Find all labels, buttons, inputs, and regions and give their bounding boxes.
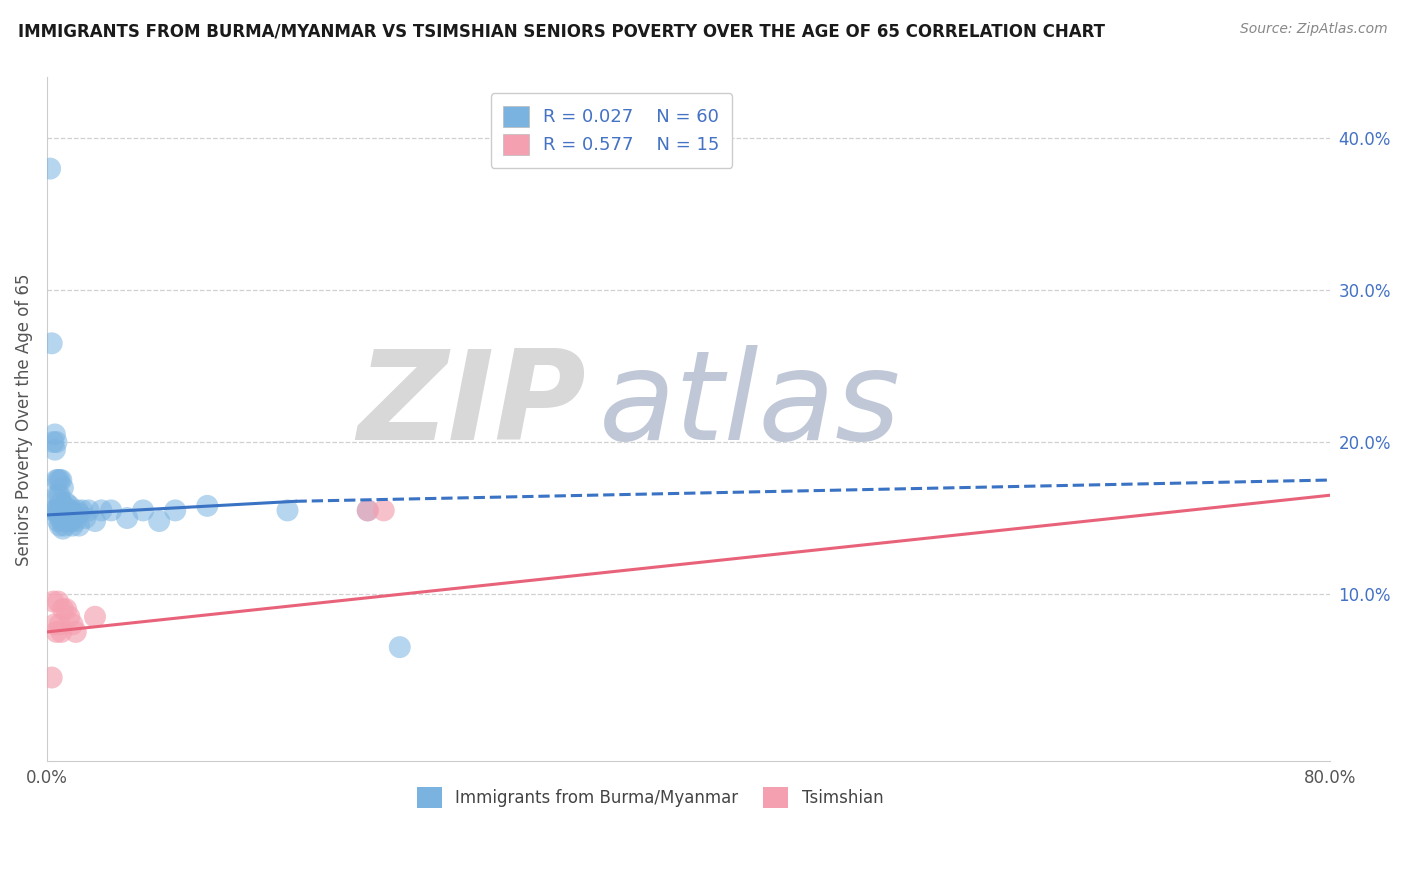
- Point: [58, 609, 80, 624]
- Point: [45, 503, 67, 517]
- Point: [48, 473, 70, 487]
- Point: [75, 511, 97, 525]
- Point: [58, 514, 80, 528]
- Point: [52, 481, 75, 495]
- Point: [52, 602, 75, 616]
- Point: [44, 617, 66, 632]
- Point: [52, 514, 75, 528]
- Point: [65, 624, 87, 639]
- Point: [53, 518, 76, 533]
- Point: [59, 514, 82, 528]
- Text: IMMIGRANTS FROM BURMA/MYANMAR VS TSIMSHIAN SENIORS POVERTY OVER THE AGE OF 65 CO: IMMIGRANTS FROM BURMA/MYANMAR VS TSIMSHI…: [18, 22, 1105, 40]
- Point: [55, 507, 77, 521]
- Point: [45, 435, 67, 450]
- Legend: Immigrants from Burma/Myanmar, Tsimshian: Immigrants from Burma/Myanmar, Tsimshian: [411, 780, 890, 814]
- Point: [132, 503, 155, 517]
- Point: [51, 473, 73, 487]
- Point: [373, 503, 395, 517]
- Point: [48, 488, 70, 502]
- Point: [42, 594, 65, 608]
- Point: [53, 499, 76, 513]
- Point: [48, 511, 70, 525]
- Point: [45, 624, 67, 639]
- Point: [65, 514, 87, 528]
- Point: [67, 518, 90, 533]
- Point: [51, 511, 73, 525]
- Point: [53, 511, 76, 525]
- Point: [388, 640, 411, 654]
- Point: [58, 499, 80, 513]
- Point: [55, 514, 77, 528]
- Point: [48, 518, 70, 533]
- Point: [46, 473, 69, 487]
- Point: [55, 496, 77, 510]
- Point: [62, 518, 84, 533]
- Point: [52, 503, 75, 517]
- Point: [165, 503, 187, 517]
- Point: [45, 473, 67, 487]
- Point: [63, 511, 86, 525]
- Point: [62, 507, 84, 521]
- Point: [62, 617, 84, 632]
- Y-axis label: Seniors Poverty Over the Age of 65: Seniors Poverty Over the Age of 65: [15, 273, 32, 566]
- Point: [357, 503, 380, 517]
- Point: [56, 503, 79, 517]
- Point: [44, 503, 66, 517]
- Text: atlas: atlas: [599, 345, 901, 467]
- Point: [195, 499, 218, 513]
- Point: [42, 435, 65, 450]
- Point: [90, 503, 112, 517]
- Point: [51, 496, 73, 510]
- Point: [41, 336, 63, 351]
- Point: [55, 602, 77, 616]
- Point: [44, 442, 66, 457]
- Point: [67, 507, 90, 521]
- Point: [357, 503, 380, 517]
- Point: [84, 514, 107, 528]
- Point: [100, 503, 122, 517]
- Point: [46, 594, 69, 608]
- Point: [148, 514, 170, 528]
- Point: [45, 488, 67, 502]
- Point: [48, 503, 70, 517]
- Point: [41, 671, 63, 685]
- Point: [39, 161, 62, 176]
- Point: [70, 503, 93, 517]
- Text: Source: ZipAtlas.com: Source: ZipAtlas.com: [1240, 22, 1388, 37]
- Point: [51, 624, 73, 639]
- Point: [46, 514, 69, 528]
- Point: [46, 488, 69, 502]
- Point: [44, 427, 66, 442]
- Point: [115, 511, 138, 525]
- Point: [77, 503, 100, 517]
- Point: [84, 609, 107, 624]
- Point: [46, 503, 69, 517]
- Point: [66, 503, 89, 517]
- Point: [276, 503, 298, 517]
- Point: [56, 514, 79, 528]
- Text: ZIP: ZIP: [357, 345, 586, 467]
- Point: [59, 503, 82, 517]
- Point: [42, 503, 65, 517]
- Point: [52, 522, 75, 536]
- Point: [48, 617, 70, 632]
